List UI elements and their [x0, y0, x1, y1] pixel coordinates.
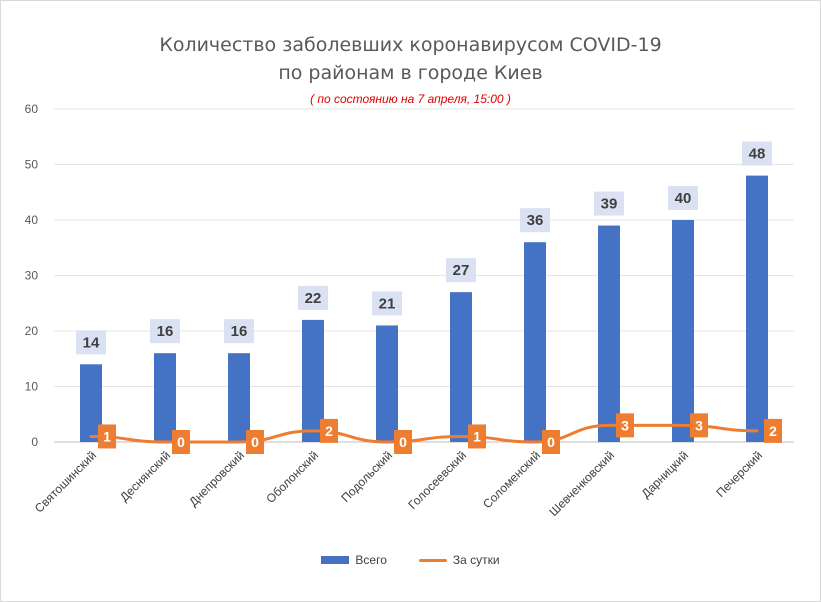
legend-item-daily: За сутки: [418, 553, 500, 567]
legend-label-daily: За сутки: [452, 553, 500, 567]
line-value-label-bg: [764, 418, 782, 443]
bar: [524, 242, 546, 442]
bar-value-label: 14: [83, 334, 100, 351]
line-value-label: 2: [325, 423, 333, 439]
line-value-label: 1: [103, 428, 111, 444]
line-value-label: 0: [177, 434, 185, 450]
line-value-label-bg: [320, 418, 338, 443]
x-tick-label: Шевченковский: [546, 448, 617, 519]
bar: [746, 175, 768, 442]
x-tick-label: Подольский: [338, 448, 395, 505]
line-value-label: 0: [251, 434, 259, 450]
bar-value-label-bg: [76, 330, 106, 355]
x-tick-label: Деснянский: [117, 448, 173, 504]
legend-item-total: Всего: [321, 553, 387, 567]
line-value-label-bg: [468, 424, 486, 449]
bar-value-label-bg: [224, 319, 254, 344]
line-value-label: 0: [399, 434, 407, 450]
x-tick-label: Дарницкий: [639, 448, 692, 501]
bar-value-label-bg: [298, 285, 328, 310]
bar-value-label: 39: [601, 196, 618, 213]
bar: [450, 292, 472, 442]
line-value-label: 2: [769, 423, 777, 439]
chart-title-line2: по районам в городе Киев: [278, 62, 543, 84]
bar-value-label: 48: [749, 146, 766, 163]
bar-value-label-bg: [150, 319, 180, 344]
line-value-label: 1: [473, 428, 481, 444]
x-tick-label: Печерский: [713, 448, 765, 500]
daily-line: [89, 423, 759, 444]
bar-value-label-bg: [742, 141, 772, 166]
chart-subtitle: ( по состоянию на 7 апреля, 15:00 ): [310, 92, 511, 106]
line-value-label-bg: [616, 413, 634, 438]
bar-value-label-bg: [668, 186, 698, 210]
bar-value-label: 36: [527, 212, 544, 229]
x-tick-label: Днепровский: [186, 448, 247, 509]
bar-value-label: 16: [231, 323, 248, 340]
line-value-label-bg: [394, 430, 412, 454]
bar-value-label: 16: [157, 323, 174, 340]
bar: [154, 353, 176, 442]
line-value-label-bg: [98, 424, 116, 449]
line-value-label-bg: [542, 430, 560, 454]
line-value-label: 0: [547, 434, 555, 450]
legend-swatch-daily: [418, 558, 447, 562]
bar-value-label: 27: [453, 262, 470, 279]
line-value-label-bg: [246, 430, 264, 454]
x-tick-label: Голосеевский: [405, 448, 469, 512]
bar: [302, 319, 324, 442]
line-value-label-bg: [172, 430, 190, 454]
y-tick-label: 10: [25, 380, 39, 394]
x-tick-label: Соломенский: [480, 448, 543, 511]
bar-value-label-bg: [372, 291, 402, 316]
y-tick-label: 60: [25, 102, 39, 116]
bar-value-label-bg: [594, 191, 624, 216]
y-tick-label: 40: [25, 213, 39, 227]
bar: [376, 325, 398, 442]
line-value-label: 3: [621, 417, 629, 433]
x-tick-label: Оболонский: [263, 448, 321, 506]
y-tick-label: 30: [25, 269, 39, 283]
line-value-label: 3: [695, 417, 703, 433]
bar-value-label-bg: [446, 258, 476, 283]
bar: [228, 353, 250, 442]
bar-value-label: 22: [305, 290, 322, 307]
bar: [672, 220, 694, 442]
line-value-label-bg: [690, 413, 708, 438]
bar: [598, 225, 620, 442]
legend-label-total: Всего: [355, 553, 387, 567]
y-tick-label: 0: [31, 435, 38, 449]
legend: Всего За сутки: [0, 553, 821, 567]
bar-value-label-bg: [520, 208, 550, 233]
x-tick-label: Святошинский: [32, 448, 99, 515]
chart-title-line1: Количество заболевших коронавирусом COVI…: [159, 34, 662, 56]
legend-swatch-total: [321, 556, 350, 564]
y-tick-label: 50: [25, 158, 39, 172]
bar-value-label: 40: [675, 190, 692, 207]
y-tick-label: 20: [25, 324, 39, 338]
bar-value-label: 21: [379, 295, 396, 312]
bar: [80, 364, 102, 442]
